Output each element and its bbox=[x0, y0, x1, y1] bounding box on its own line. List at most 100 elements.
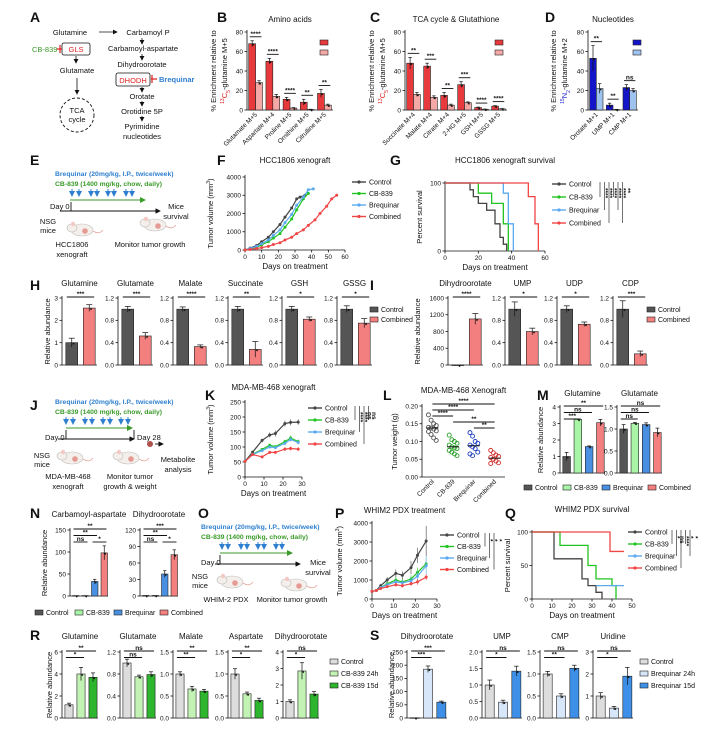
chart-title: TCA cycle & Glutathione bbox=[413, 15, 500, 24]
data-point bbox=[127, 663, 130, 665]
node-pyrimidine: Pyrimidine bbox=[124, 122, 159, 131]
monitor-label: Monitor tumor growth bbox=[115, 240, 186, 249]
y-tick-label: 800 bbox=[433, 329, 444, 336]
y-tick-label: 1 bbox=[275, 699, 279, 706]
legend-label: Control bbox=[457, 533, 480, 540]
chart-title: Aspartate bbox=[229, 632, 264, 641]
legend: Control CB-839 Brequinar Combined bbox=[34, 609, 203, 617]
significance-label: ** bbox=[552, 652, 558, 659]
significance-label: *** bbox=[77, 291, 85, 298]
bar bbox=[491, 105, 499, 111]
bar bbox=[285, 701, 295, 719]
data-point bbox=[470, 453, 476, 459]
data-point bbox=[69, 704, 72, 707]
x-axis-label: Days on treatment bbox=[462, 263, 528, 272]
data-point bbox=[601, 696, 603, 698]
significance-label: ** bbox=[581, 400, 587, 407]
data-point bbox=[593, 58, 595, 61]
data-point bbox=[268, 445, 272, 449]
y-tick-label: 0.8 bbox=[105, 318, 114, 325]
legend-swatch bbox=[646, 316, 656, 323]
data-point bbox=[467, 430, 473, 436]
significance-label: *** bbox=[461, 72, 469, 79]
x-tick-label: 60 bbox=[341, 254, 349, 261]
data-point bbox=[365, 323, 367, 326]
bar bbox=[265, 60, 274, 111]
panel-label: F bbox=[217, 152, 226, 168]
bar bbox=[272, 96, 280, 111]
mouse-illustration bbox=[216, 573, 254, 589]
y-tick-label: 0.8 bbox=[215, 318, 224, 325]
y-tick-label: 0.0 bbox=[269, 362, 278, 369]
data-point bbox=[260, 455, 264, 459]
data-point bbox=[468, 102, 470, 105]
legend-label: Combined bbox=[369, 214, 401, 221]
data-point bbox=[589, 446, 592, 449]
y-axis-label: Relative abundance bbox=[40, 530, 49, 596]
y-tick-label: 0.4 bbox=[492, 340, 501, 347]
significance-label: ns bbox=[610, 645, 618, 652]
panel-label: I bbox=[370, 277, 374, 293]
y-tick-label: 1.2 bbox=[600, 295, 609, 302]
data-point bbox=[247, 693, 250, 696]
y-axis-label-part: 15 bbox=[560, 98, 566, 104]
significance-label: **** bbox=[611, 188, 618, 199]
legend-marker bbox=[557, 208, 561, 212]
line-chart: 0 1000 2000 3000 4000 0 10 20 30 40 50 60 Days on tr… bbox=[206, 156, 401, 271]
nsg-label: mice bbox=[34, 460, 50, 469]
y-tick-label: 0.0 bbox=[160, 362, 169, 369]
significance-label: **** bbox=[438, 410, 449, 417]
bar-chart: 0 2 4 6 Glutamine Relative abundance *** bbox=[45, 632, 99, 722]
y-axis-label: Relative abundance bbox=[45, 652, 54, 718]
y-axis-label-part: C bbox=[378, 92, 387, 98]
legend-label: CB-839 bbox=[86, 610, 110, 617]
y-axis-label: Relative abundance bbox=[536, 407, 545, 473]
cb839-dosing: CB-839 (1400 mg/kg, chow, daily) bbox=[55, 181, 162, 188]
data-point bbox=[306, 223, 310, 227]
y-tick-label: 100 bbox=[230, 444, 241, 451]
x-tick-label: 20 bbox=[568, 603, 576, 610]
panel-label: L bbox=[383, 387, 392, 403]
data-point bbox=[266, 244, 270, 248]
legend-swatch bbox=[639, 658, 649, 665]
bar-chart: 0 1 2 3 4 Glutamine Relative abundance **ns*** bbox=[536, 389, 605, 477]
y-tick-label: 1.2 bbox=[324, 295, 333, 302]
significance-label: * bbox=[240, 652, 243, 659]
panel-label: N bbox=[30, 505, 40, 521]
y-tick-label: 0 bbox=[239, 107, 243, 114]
x-tick-label: 0 bbox=[370, 603, 374, 610]
legend-marker bbox=[445, 556, 449, 560]
bar bbox=[653, 432, 662, 474]
x-axis-label: Days on treatment bbox=[549, 611, 615, 620]
legend-swatch bbox=[639, 682, 649, 689]
data-point bbox=[255, 244, 259, 248]
significance-label: ** bbox=[183, 652, 189, 659]
legend-swatch bbox=[646, 306, 656, 313]
y-tick-label: 0.0 bbox=[492, 362, 501, 369]
chart-title: Amino acids bbox=[268, 15, 312, 24]
inhibitor-brequinar: Brequinar bbox=[159, 75, 195, 84]
y-tick-label: 200 bbox=[392, 663, 403, 670]
mouse-illustration bbox=[112, 449, 150, 465]
y-tick-label: 0 bbox=[397, 107, 401, 114]
data-point bbox=[488, 447, 494, 453]
y-tick-label: 1 bbox=[54, 340, 58, 347]
data-point bbox=[409, 566, 413, 570]
data-point bbox=[561, 696, 564, 698]
chart-title: GSSG bbox=[343, 279, 366, 288]
legend-label: Control bbox=[569, 182, 592, 189]
data-point bbox=[151, 674, 154, 677]
node-glutamine: Glutamine bbox=[53, 28, 87, 37]
y-axis-label: 13C5-glutamine M+5 bbox=[220, 38, 232, 104]
data-point bbox=[283, 441, 287, 445]
chart-title: GSH bbox=[291, 279, 309, 288]
legend-swatch bbox=[369, 316, 379, 323]
legend-marker bbox=[313, 406, 317, 410]
y-tick-label: 0.8 bbox=[600, 318, 609, 325]
data-point bbox=[301, 195, 305, 199]
y-axis-label-part: 3 bbox=[335, 528, 341, 531]
data-point bbox=[385, 578, 389, 582]
tca-cycle-circle bbox=[59, 97, 95, 133]
panel-label: H bbox=[30, 277, 40, 293]
